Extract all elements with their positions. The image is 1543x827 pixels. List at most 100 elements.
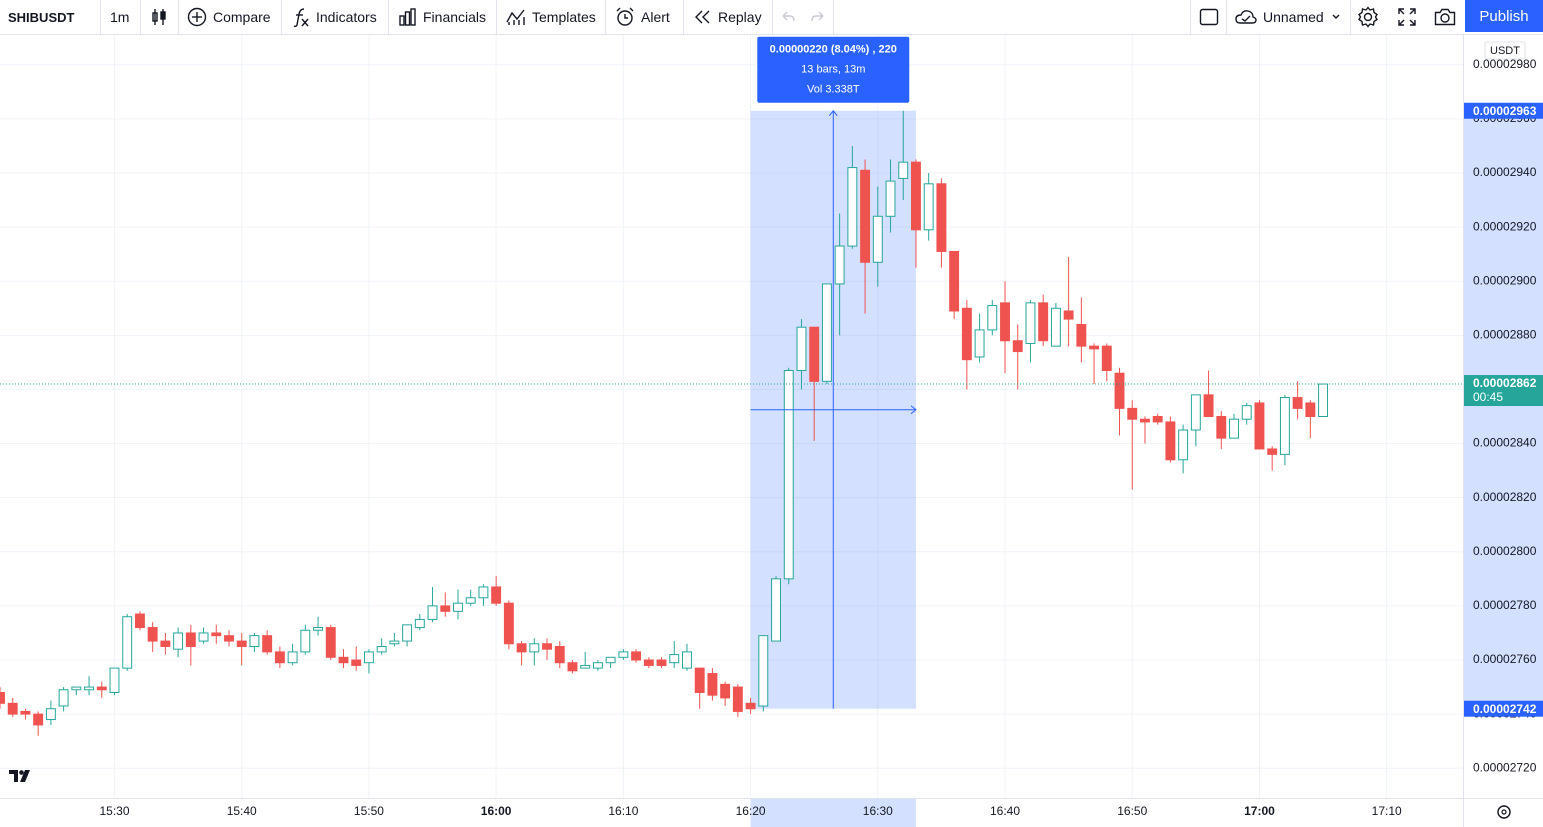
save-layout-button[interactable]: Unnamed (1235, 0, 1342, 34)
candle-body (1000, 302, 1010, 342)
chart-type-button[interactable] (150, 0, 168, 34)
candle-body (173, 632, 184, 650)
candle-body (631, 651, 642, 661)
candle-body (1241, 405, 1252, 420)
candle-body (440, 605, 451, 612)
plus-icon (187, 7, 207, 27)
candle-body (478, 586, 489, 599)
symbol-button[interactable]: SHIBUSDT (8, 0, 74, 34)
x-tick-label: 16:20 (736, 804, 766, 818)
candle-body (974, 329, 985, 358)
currency-label: USDT (1490, 45, 1520, 57)
bars-icon (399, 8, 416, 26)
x-tick-label: 17:10 (1372, 804, 1402, 818)
candle-body (274, 651, 285, 664)
indicators-button[interactable]: Indicators (292, 0, 377, 34)
measure-tooltip-line: Vol 3.338T (807, 84, 860, 96)
candle-body (783, 370, 794, 580)
layout-button[interactable] (1199, 0, 1219, 34)
candle-body (465, 597, 476, 604)
tv-logo (9, 770, 30, 782)
separator (1350, 0, 1351, 34)
y-tick-label: 0.00002780 (1473, 598, 1537, 612)
candle-body (363, 651, 374, 664)
gear-icon (1358, 6, 1378, 28)
replay-button[interactable]: Replay (694, 0, 762, 34)
candle-body (936, 183, 947, 252)
candle-body (96, 686, 107, 691)
candle-body (160, 640, 171, 647)
candle-body (58, 689, 69, 707)
candle-body (821, 283, 832, 382)
candle-body (1012, 340, 1023, 353)
fx-icon (293, 8, 309, 27)
undo-redo[interactable] (780, 0, 826, 34)
candle-body (834, 245, 845, 285)
candle-body (885, 180, 896, 217)
separator (605, 0, 606, 34)
separator (833, 0, 834, 34)
candle-body (1165, 421, 1176, 461)
candle-body (491, 586, 502, 604)
candle-body (45, 708, 56, 721)
fullscreen-button[interactable] (1397, 0, 1417, 34)
candle-body (300, 629, 311, 653)
tv-logo-shape (9, 770, 30, 782)
templates-button[interactable]: Templates (506, 0, 596, 34)
compare-label: Compare (213, 9, 271, 25)
separator (281, 0, 282, 34)
candle-body (1279, 397, 1290, 455)
alert-label: Alert (641, 9, 670, 25)
indicators-label: Indicators (316, 9, 377, 25)
measure-high-tag-label: 0.00002963 (1473, 104, 1537, 118)
separator (140, 0, 141, 34)
candle-body (338, 656, 349, 664)
separator (496, 0, 497, 34)
candle-body (84, 686, 95, 691)
compare-button[interactable]: Compare (187, 0, 271, 34)
candle-body (809, 326, 820, 382)
measure-low-tag-label: 0.00002742 (1473, 702, 1537, 716)
separator (1226, 0, 1227, 34)
candle-body (669, 654, 680, 664)
candle-body (427, 605, 438, 620)
candle-body (262, 635, 273, 653)
measure-arrowhead (828, 109, 838, 117)
candle-body (287, 651, 298, 664)
countdown-label: 00:45 (1473, 390, 1503, 404)
candle-body (720, 683, 731, 699)
snapshot-button[interactable] (1434, 0, 1456, 34)
candle-body (1063, 310, 1074, 320)
candle-body (872, 215, 883, 263)
y-tick-label: 0.00002720 (1473, 760, 1537, 774)
candle-body (771, 578, 781, 642)
financials-button[interactable]: Financials (398, 0, 486, 34)
candle-body (211, 632, 222, 637)
candle-body (1190, 394, 1201, 431)
candle-body (796, 326, 807, 372)
candle-body (923, 183, 934, 231)
last-price-label: 0.00002862 (1473, 376, 1537, 390)
candle-body (592, 662, 603, 669)
separator (1190, 0, 1191, 34)
candle-body (860, 169, 871, 263)
candle-body (643, 659, 654, 666)
last-price-tag (1464, 375, 1543, 407)
candle-body (567, 662, 578, 672)
candle-body (1318, 383, 1329, 418)
x-tick-label: 15:40 (227, 804, 257, 818)
alert-button[interactable]: Alert (615, 0, 670, 34)
x-tick-label: 15:30 (99, 804, 129, 818)
undo-redo-icon (782, 11, 824, 22)
replay-icon (695, 10, 710, 24)
candle-body (7, 702, 18, 715)
fullscreen-icon (1398, 8, 1416, 26)
publish-button[interactable]: Publish (1465, 0, 1543, 32)
settings-button[interactable] (1357, 0, 1379, 34)
interval-button[interactable]: 1m (110, 0, 129, 34)
x-tick-label: 17:00 (1244, 804, 1275, 818)
candle-body (1114, 372, 1125, 409)
candle-body (71, 686, 82, 691)
candle-body (961, 307, 972, 361)
